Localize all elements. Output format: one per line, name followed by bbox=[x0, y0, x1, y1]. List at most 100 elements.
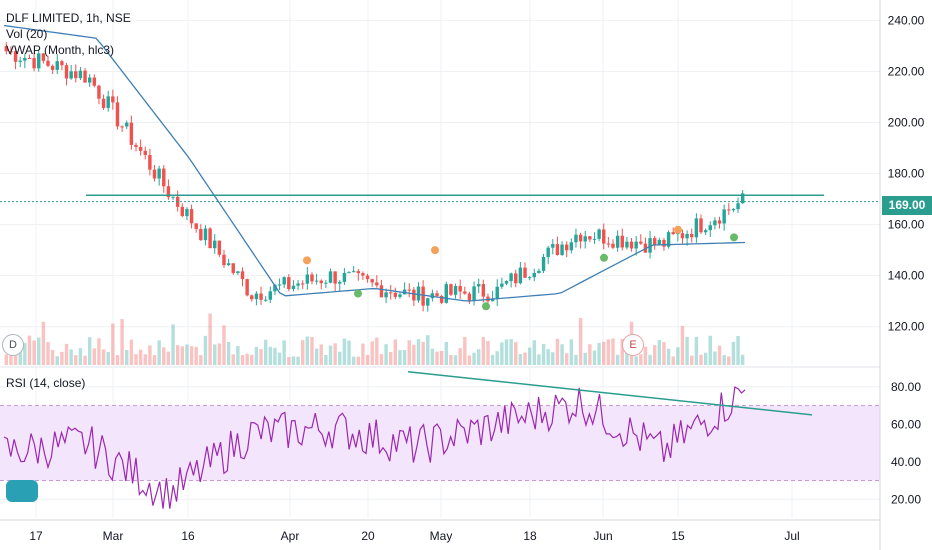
volume-bar bbox=[690, 355, 694, 365]
volume-bar bbox=[398, 350, 402, 365]
candle-body bbox=[32, 58, 36, 69]
candle-body bbox=[727, 209, 731, 211]
candle-body bbox=[541, 256, 546, 271]
volume-bar bbox=[402, 350, 407, 365]
candle-body bbox=[27, 57, 32, 59]
candle-body bbox=[662, 239, 666, 247]
price-tick-label: 200.00 bbox=[888, 116, 925, 130]
candle-body bbox=[430, 293, 435, 299]
volume-bar bbox=[50, 350, 55, 365]
volume-bar bbox=[143, 354, 147, 365]
split-marker-icon bbox=[431, 246, 439, 255]
candle-body bbox=[189, 209, 194, 224]
candle-body bbox=[97, 85, 101, 99]
rsi-line bbox=[3, 386, 746, 509]
candle-body bbox=[615, 235, 620, 248]
candle-body bbox=[101, 98, 106, 108]
candle-body bbox=[606, 243, 611, 245]
candle-body bbox=[731, 209, 736, 211]
legend-rsi-label[interactable]: RSI (14, close) bbox=[6, 376, 86, 390]
candle-body bbox=[652, 238, 657, 246]
candle-body bbox=[555, 244, 560, 256]
price-candles bbox=[4, 42, 745, 312]
price-tick-label: 120.00 bbox=[888, 320, 925, 334]
volume-bar bbox=[375, 337, 379, 365]
dividend-badge[interactable]: D bbox=[2, 334, 24, 356]
volume-bar bbox=[27, 335, 32, 365]
candle-body bbox=[588, 236, 592, 240]
volume-bar bbox=[134, 354, 138, 365]
rsi-pane bbox=[0, 366, 880, 509]
candle-body bbox=[467, 293, 472, 301]
volume-bar bbox=[180, 346, 185, 365]
split-marker-icon bbox=[600, 253, 608, 262]
time-tick-label: 17 bbox=[29, 529, 43, 543]
legend-ticker[interactable]: DLF LIMITED, 1h, NSE bbox=[6, 11, 131, 25]
earnings-badge[interactable]: E bbox=[622, 334, 644, 356]
volume-bar bbox=[699, 354, 703, 365]
legend-rsi: RSI (14, close) bbox=[6, 375, 85, 391]
volume-bar bbox=[101, 349, 106, 365]
split-marker-icon bbox=[303, 256, 311, 265]
volume-bar bbox=[129, 339, 134, 365]
volume-bar bbox=[291, 356, 296, 365]
candle-body bbox=[708, 225, 712, 231]
volume-bar bbox=[532, 340, 536, 365]
volume-bar bbox=[514, 342, 518, 365]
candle-body bbox=[60, 61, 64, 66]
price-tick-label: 240.00 bbox=[888, 13, 925, 27]
volume-bar bbox=[541, 343, 546, 365]
candle-body bbox=[92, 77, 97, 86]
volume-bar bbox=[314, 348, 319, 365]
volume-bar bbox=[259, 349, 263, 365]
volume-bar bbox=[319, 344, 323, 365]
volume-bar bbox=[518, 354, 523, 365]
volume-bar bbox=[602, 341, 606, 365]
volume-bar bbox=[356, 356, 361, 365]
candle-body bbox=[125, 122, 129, 127]
split-marker-icon bbox=[730, 233, 738, 242]
candle-body bbox=[560, 244, 564, 256]
volume-bar bbox=[333, 343, 337, 365]
candle-body bbox=[23, 57, 27, 61]
volume-bar bbox=[615, 354, 620, 365]
volume-bar bbox=[407, 340, 411, 365]
volume-bar bbox=[634, 356, 638, 365]
volume-bar bbox=[463, 336, 467, 365]
volume-bar bbox=[671, 356, 675, 365]
volume-bar bbox=[490, 354, 495, 365]
volume-bars bbox=[4, 313, 745, 365]
volume-bar bbox=[83, 355, 87, 365]
volume-bar bbox=[125, 349, 129, 365]
volume-bar bbox=[546, 349, 550, 365]
candle-body bbox=[245, 279, 249, 296]
legend-vwap[interactable]: VWAP (Month, hlc3) bbox=[6, 43, 115, 57]
time-tick-label: Jul bbox=[784, 529, 799, 543]
candle-body bbox=[416, 286, 421, 301]
volume-bar bbox=[310, 337, 314, 365]
candle-body bbox=[296, 283, 300, 286]
volume-bar bbox=[213, 344, 217, 365]
volume-bar bbox=[537, 354, 541, 365]
candle-body bbox=[384, 292, 388, 298]
candle-body bbox=[342, 272, 347, 282]
legend-volume[interactable]: Vol (20) bbox=[6, 27, 48, 41]
candle-body bbox=[736, 203, 740, 210]
candle-body bbox=[537, 270, 541, 273]
volume-bar bbox=[273, 347, 277, 365]
candle-body bbox=[203, 228, 208, 241]
volume-bar bbox=[421, 341, 425, 365]
vwap-line bbox=[3, 24, 746, 302]
volume-bar bbox=[4, 354, 9, 365]
volume-bar bbox=[240, 355, 245, 365]
candle-body bbox=[83, 70, 87, 83]
volume-bar bbox=[597, 342, 601, 365]
volume-bar bbox=[277, 352, 282, 365]
candle-body bbox=[495, 286, 499, 299]
volume-bar bbox=[55, 356, 59, 365]
tradingview-logo-icon[interactable] bbox=[6, 480, 38, 502]
candle-body bbox=[55, 61, 59, 70]
candle-body bbox=[490, 298, 495, 302]
volume-bar bbox=[138, 349, 143, 365]
